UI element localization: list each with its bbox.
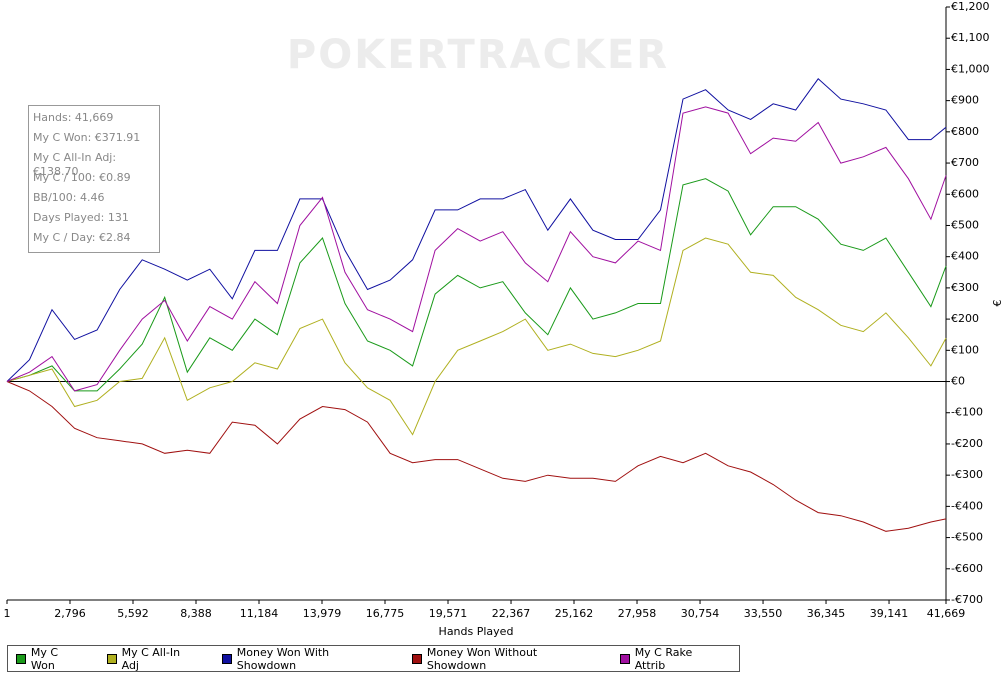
legend-label: Money Won With Showdown	[236, 645, 330, 672]
series-line	[6, 237, 947, 436]
x-axis-label: Hands Played	[439, 625, 514, 638]
y-tick-label: -€600	[951, 562, 983, 575]
y-tick-label: €700	[951, 156, 979, 169]
y-tick-label: -€300	[951, 468, 983, 481]
y-axis-label: €	[991, 300, 1004, 307]
legend-item: My C All-In Adj	[106, 645, 200, 672]
series-line	[6, 178, 947, 392]
y-tick-label: €800	[951, 125, 979, 138]
y-tick-label: €400	[951, 250, 979, 263]
legend-swatch	[16, 653, 26, 664]
y-tick-label: €100	[951, 343, 979, 356]
x-tick-label: 41,669	[927, 607, 966, 620]
y-tick-label: €600	[951, 187, 979, 200]
x-tick-label: 22,367	[492, 607, 531, 620]
x-tick-label: 36,345	[807, 607, 846, 620]
x-tick-label: 33,550	[744, 607, 783, 620]
x-tick-label: 30,754	[681, 607, 720, 620]
legend-item: Money Won Without Showdown	[411, 645, 598, 672]
series-line	[6, 106, 947, 392]
x-tick-label: 27,958	[618, 607, 657, 620]
x-tick-label: 2,796	[54, 607, 86, 620]
y-tick-label: -€100	[951, 406, 983, 419]
stat-line: My C Won: €371.91	[33, 131, 141, 144]
stat-line: My C / Day: €2.84	[33, 231, 131, 244]
y-tick-label: €300	[951, 281, 979, 294]
series-line	[6, 381, 947, 532]
x-tick-label: 19,571	[429, 607, 468, 620]
y-tick-label: €200	[951, 312, 979, 325]
stat-line: Hands: 41,669	[33, 111, 114, 124]
y-tick-label: €0	[951, 375, 965, 388]
x-tick-label: 8,388	[180, 607, 212, 620]
legend-swatch	[106, 653, 117, 664]
x-tick-label: 1	[4, 607, 11, 620]
x-tick-label: 25,162	[555, 607, 594, 620]
y-tick-label: €500	[951, 218, 979, 231]
stat-line: My C / 100: €0.89	[33, 171, 131, 184]
legend-label: Money Won Without Showdown	[426, 645, 538, 672]
y-tick-label: -€400	[951, 499, 983, 512]
stat-line: BB/100: 4.46	[33, 191, 105, 204]
stats-tooltip: Hands: 41,669 My C Won: €371.91 My C All-I…	[28, 105, 160, 253]
legend-swatch	[411, 653, 422, 664]
legend-item: My C Rake Attrib	[619, 645, 725, 672]
x-tick-label: 39,141	[870, 607, 909, 620]
legend-label: My C Rake Attrib	[634, 645, 693, 672]
series-line	[6, 78, 947, 382]
legend-label: My C Won	[30, 645, 59, 672]
x-tick-label: 13,979	[303, 607, 342, 620]
y-tick-label: €900	[951, 94, 979, 107]
legend-item: Money Won With Showdown	[221, 645, 390, 672]
x-tick-label: 5,592	[117, 607, 149, 620]
stat-line: Days Played: 131	[33, 211, 129, 224]
legend-item: My C Won	[16, 646, 85, 672]
legend: My C Won My C All-In Adj Money Won With Sh…	[7, 645, 740, 672]
y-tick-label: -€700	[951, 593, 983, 606]
legend-swatch	[619, 653, 630, 664]
y-tick-label: €1,200	[951, 0, 990, 13]
x-tick-label: 11,184	[240, 607, 279, 620]
watermark: POKERTRACKER	[287, 32, 669, 78]
y-tick-label: -€500	[951, 531, 983, 544]
y-tick-label: €1,100	[951, 31, 990, 44]
legend-swatch	[221, 653, 232, 664]
y-tick-label: -€200	[951, 437, 983, 450]
stat-line: My C All-In Adj: €138.70	[33, 151, 117, 178]
legend-label: My C All-In Adj	[121, 645, 181, 672]
y-tick-label: €1,000	[951, 62, 990, 75]
x-tick-label: 16,775	[366, 607, 405, 620]
